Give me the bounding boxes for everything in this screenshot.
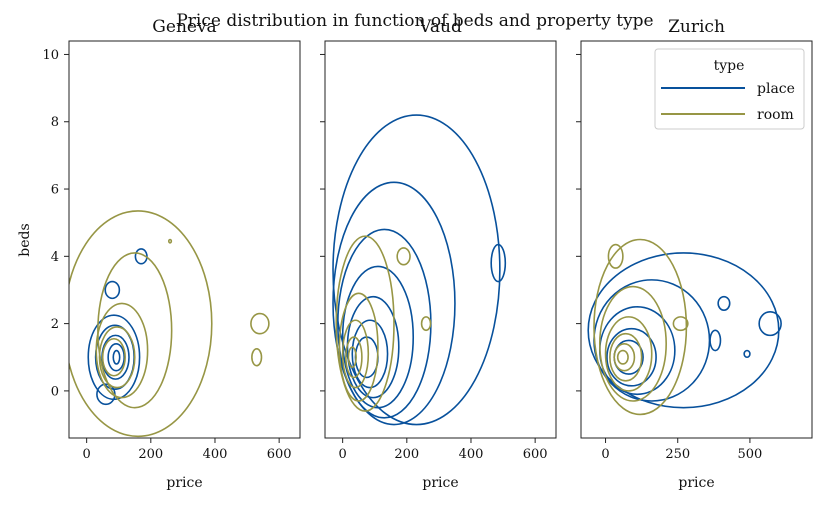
contour-room-geneva-4 (101, 337, 126, 377)
contour-room-zurich-3 (609, 332, 643, 382)
legend-label-place: place (757, 81, 795, 97)
contour-room-geneva-6 (251, 348, 263, 367)
legend-label-room: room (757, 107, 794, 123)
x-axis-label-vaud: price (422, 475, 458, 491)
contour-room-vaud-5 (420, 316, 432, 332)
x-tick-label-geneva-0: 0 (83, 447, 91, 462)
contour-place-vaud-5 (351, 319, 389, 389)
contour-room-zurich-1 (598, 285, 667, 402)
contour-place-zurich-3 (606, 327, 657, 387)
y-tick-label-8: 8 (51, 115, 59, 130)
panel-geneva: Geneva price 0 200 400 600 0 2 4 6 8 10 (42, 17, 301, 491)
contour-room-geneva-0 (69, 210, 213, 438)
contour-place-vaud-0 (332, 114, 501, 426)
contour-place-zurich-5 (758, 311, 782, 337)
contour-room-zurich-4 (613, 342, 636, 372)
panel-title-geneva: Geneva (152, 17, 216, 37)
x-tick-label-vaud-600: 600 (523, 447, 548, 462)
x-tick-label-zurich-250: 250 (665, 447, 690, 462)
contour-room-vaud-1 (338, 292, 379, 402)
contour-room-geneva-5 (250, 312, 270, 335)
y-tick-label-2: 2 (51, 317, 59, 332)
contour-place-vaud-1 (332, 181, 456, 426)
contour-place-geneva-3 (107, 342, 125, 372)
contour-place-geneva-7 (96, 383, 116, 406)
x-axis-label-zurich: price (678, 475, 714, 491)
y-tick-label-6: 6 (51, 183, 59, 198)
panel-title-vaud: Vaud (418, 17, 462, 37)
x-tick-label-zurich-500: 500 (738, 447, 763, 462)
contour-place-geneva-5 (104, 280, 121, 300)
contour-room-zurich-6 (607, 243, 624, 269)
contour-room-geneva-3 (98, 326, 136, 389)
contour-room-zurich-5 (616, 349, 629, 365)
y-tick-label-4: 4 (51, 250, 59, 265)
contour-place-zurich-6 (717, 295, 731, 311)
x-tick-label-geneva-400: 400 (203, 447, 228, 462)
contour-room-zurich-7 (672, 316, 689, 332)
figure-title: Price distribution in function of beds a… (176, 11, 653, 31)
contour-place-zurich-8 (743, 349, 751, 359)
contour-room-geneva-2 (95, 302, 149, 399)
y-axis-label: beds (17, 223, 33, 256)
contour-room-zurich-2 (604, 316, 653, 392)
contour-room-vaud-4 (347, 346, 357, 369)
contour-place-geneva-4 (112, 349, 121, 365)
x-tick-label-geneva-600: 600 (267, 447, 292, 462)
legend-title: type (714, 58, 745, 74)
contour-room-vaud-3 (345, 336, 363, 379)
contour-place-vaud-3 (341, 265, 415, 409)
y-tick-label-10: 10 (42, 48, 59, 63)
contour-room-vaud-2 (341, 319, 370, 389)
panel-zurich: Zurich price 0 250 500 (576, 17, 813, 491)
x-tick-label-geneva-200: 200 (138, 447, 163, 462)
panel-title-zurich: Zurich (668, 17, 725, 37)
contour-room-zurich-0 (593, 238, 688, 416)
x-tick-label-vaud-0: 0 (339, 447, 347, 462)
x-axis-label-geneva: price (166, 475, 202, 491)
x-tick-label-zurich-0: 0 (601, 447, 609, 462)
contour-room-vaud-0 (335, 235, 395, 412)
contour-place-zurich-7 (709, 329, 722, 352)
x-tick-label-vaud-400: 400 (459, 447, 484, 462)
contour-room-geneva-7 (167, 238, 173, 244)
x-tick-label-vaud-200: 200 (394, 447, 419, 462)
contour-room-vaud-6 (396, 247, 411, 266)
y-tick-label-0: 0 (51, 384, 59, 399)
legend: type place room (654, 48, 805, 130)
panel-vaud: Vaud price 0 200 400 600 (320, 17, 557, 491)
contour-place-vaud-7 (490, 243, 507, 283)
